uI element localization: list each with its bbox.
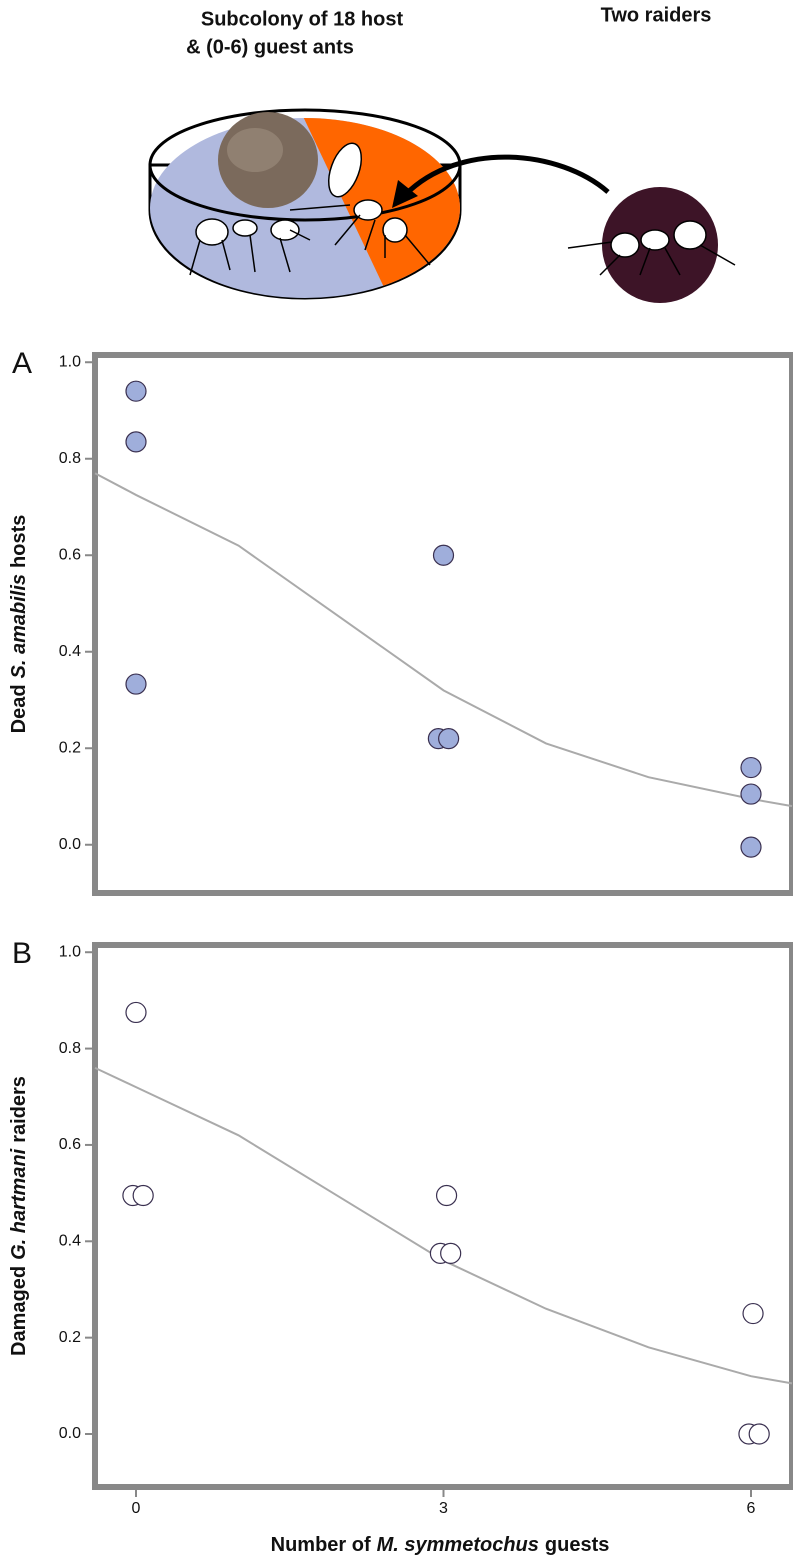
point	[742, 1302, 764, 1325]
point	[125, 431, 147, 453]
ant-guest	[289, 142, 431, 266]
label-part: guests	[545, 1534, 609, 1556]
raider-label: Two raiders	[601, 4, 712, 26]
illustration: Subcolony of 18 host & (0-6) guest ants …	[148, 4, 736, 303]
point	[125, 1001, 147, 1024]
ant-host	[189, 218, 311, 276]
y-tick-label: 0.4	[59, 643, 81, 660]
label-part: hosts	[8, 515, 30, 568]
point	[435, 1184, 458, 1207]
fit-line	[94, 1066, 793, 1385]
host-label: & (0-6) guest ants	[186, 36, 354, 58]
y-tick-label: 1.0	[59, 943, 81, 960]
label-part: S. amabilis	[8, 574, 30, 679]
y-axis-label: Damaged G. hartmani raiders	[8, 1076, 30, 1356]
label-part: Number of	[271, 1534, 371, 1556]
label-part: G. hartmani	[8, 1148, 30, 1260]
label-part: Dead	[8, 684, 30, 733]
point	[440, 1242, 462, 1264]
point	[432, 544, 455, 566]
point	[740, 783, 762, 805]
point	[748, 1423, 770, 1445]
point	[438, 727, 460, 750]
x-tick-label: 6	[747, 1500, 756, 1517]
ant-raider	[567, 220, 736, 276]
y-tick-label: 0.6	[59, 546, 81, 563]
y-tick-label: 0.8	[59, 450, 81, 467]
y-tick-label: 0.8	[59, 1040, 81, 1057]
label-part: raiders	[8, 1076, 30, 1143]
point	[125, 673, 147, 695]
arrow	[403, 154, 610, 197]
y-tick-label: 0.2	[59, 739, 81, 756]
host-label: Subcolony of 18 host	[201, 8, 404, 30]
y-tick-label: 0.4	[59, 1233, 81, 1250]
point	[132, 1184, 154, 1207]
y-axis-label: Dead S. amabilis hosts	[8, 515, 30, 734]
y-tick-label: 0.0	[59, 836, 81, 853]
x-tick-label: 0	[132, 1500, 141, 1517]
y-tick-label: 0.6	[59, 1136, 81, 1153]
y-tick-label: 0.0	[59, 1425, 81, 1442]
x-tick-label: 3	[439, 1500, 448, 1517]
plot-frame	[92, 352, 793, 896]
panel-letter: A	[12, 347, 32, 380]
panel-letter: B	[12, 937, 32, 970]
arrow-head	[392, 180, 418, 208]
y-tick-label: 1.0	[59, 353, 81, 370]
plot-frame	[92, 942, 793, 1490]
point	[740, 756, 762, 779]
y-tick-label: 0.2	[59, 1329, 81, 1346]
label-part: M. symmetochus	[377, 1534, 539, 1556]
point	[125, 380, 147, 402]
fit-line	[94, 472, 793, 808]
point	[740, 836, 762, 858]
x-axis-label: Number of M. symmetochus guests	[271, 1534, 610, 1556]
nest-sponge	[227, 128, 283, 172]
label-part: Damaged	[8, 1266, 30, 1356]
